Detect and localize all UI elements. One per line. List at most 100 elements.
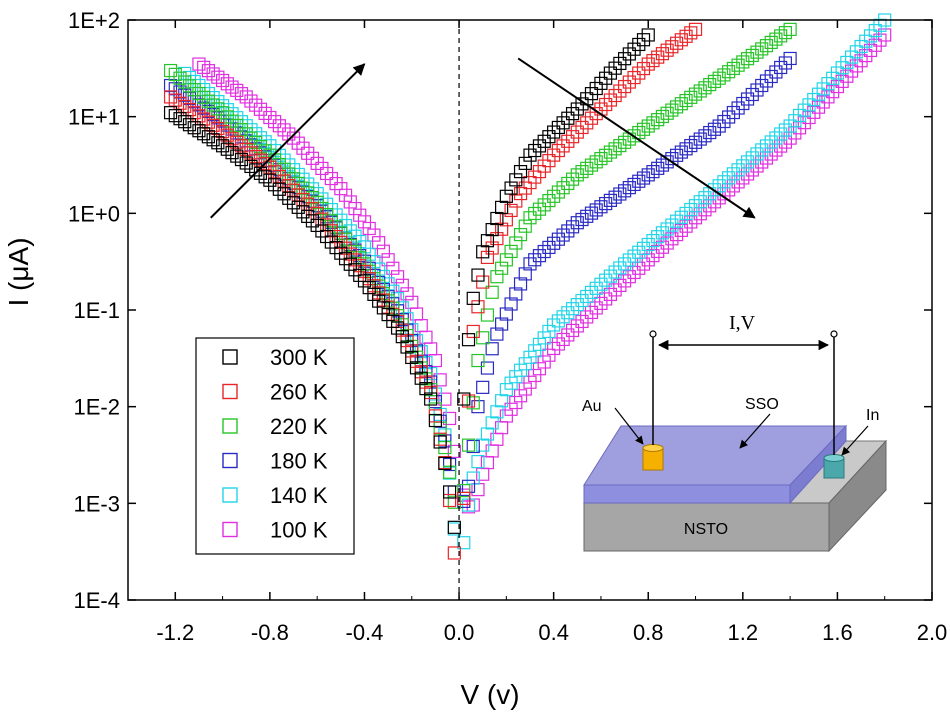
data-point bbox=[617, 257, 632, 271]
data-point bbox=[286, 196, 301, 210]
data-point bbox=[830, 66, 845, 80]
y-tick-label: 1E-3 bbox=[74, 491, 120, 516]
data-point bbox=[504, 181, 518, 195]
data-point bbox=[357, 215, 372, 229]
data-point bbox=[556, 310, 570, 324]
data-point bbox=[580, 310, 594, 324]
in-pointer bbox=[841, 425, 869, 456]
data-point bbox=[443, 465, 457, 479]
data-point bbox=[343, 224, 357, 238]
data-point bbox=[641, 57, 655, 71]
data-point bbox=[821, 77, 835, 91]
data-point bbox=[372, 236, 386, 250]
data-point bbox=[447, 546, 461, 560]
data-point bbox=[197, 90, 211, 104]
legend: 300 K 260 K 220 K 180 K 140 K 100 K bbox=[195, 337, 355, 555]
data-point bbox=[301, 146, 315, 160]
data-point bbox=[277, 187, 291, 201]
data-point bbox=[830, 79, 845, 94]
data-point bbox=[726, 179, 740, 193]
data-point bbox=[234, 87, 249, 101]
data-point bbox=[182, 79, 197, 93]
data-point bbox=[419, 330, 433, 344]
data-point bbox=[840, 55, 854, 70]
data-point bbox=[296, 181, 310, 195]
data-point bbox=[551, 185, 565, 199]
data-point bbox=[651, 244, 665, 259]
data-point bbox=[854, 39, 868, 54]
data-point bbox=[234, 123, 249, 137]
data-point bbox=[447, 495, 461, 509]
data-point bbox=[608, 61, 622, 75]
data-point bbox=[821, 90, 835, 104]
data-point bbox=[816, 95, 830, 109]
data-point bbox=[542, 348, 556, 362]
data-point bbox=[433, 414, 447, 428]
data-point bbox=[438, 434, 452, 448]
data-point bbox=[570, 319, 584, 333]
data-point bbox=[211, 111, 225, 125]
data-point bbox=[731, 163, 745, 177]
data-point bbox=[263, 139, 277, 153]
data-point bbox=[703, 199, 717, 213]
data-point bbox=[755, 78, 769, 93]
data-point bbox=[495, 200, 509, 215]
legend-marker bbox=[222, 383, 238, 400]
data-point bbox=[476, 245, 490, 259]
data-point bbox=[759, 151, 774, 165]
data-point bbox=[253, 102, 268, 116]
data-point bbox=[873, 33, 887, 47]
data-point bbox=[556, 332, 570, 347]
data-point bbox=[826, 71, 840, 85]
data-point bbox=[641, 253, 655, 267]
data-point bbox=[192, 86, 206, 101]
data-point bbox=[230, 149, 244, 163]
data-point bbox=[565, 220, 580, 234]
data-point bbox=[849, 45, 863, 59]
x-tick-label: -1.2 bbox=[156, 620, 194, 645]
data-point bbox=[282, 167, 296, 181]
data-point bbox=[665, 40, 679, 54]
data-point bbox=[589, 281, 603, 295]
data-point bbox=[197, 82, 211, 97]
data-point bbox=[405, 350, 419, 365]
data-point bbox=[476, 380, 490, 394]
data-point bbox=[277, 162, 291, 176]
data-point bbox=[263, 110, 277, 125]
data-point bbox=[849, 59, 863, 73]
data-point bbox=[608, 283, 622, 297]
data-point bbox=[679, 206, 693, 221]
data-point bbox=[698, 203, 712, 217]
au-contact-top bbox=[642, 444, 664, 452]
data-point bbox=[244, 123, 258, 137]
data-point bbox=[547, 148, 561, 162]
data-point bbox=[367, 287, 381, 301]
data-point bbox=[178, 66, 192, 81]
data-point bbox=[632, 66, 646, 80]
data-point bbox=[320, 166, 334, 181]
data-point bbox=[272, 119, 286, 133]
data-point bbox=[778, 123, 792, 137]
data-point bbox=[731, 175, 745, 189]
data-point bbox=[215, 99, 230, 113]
data-point bbox=[461, 333, 476, 347]
data-point bbox=[367, 279, 381, 293]
data-point bbox=[802, 110, 816, 125]
data-point bbox=[778, 56, 792, 70]
data-point bbox=[372, 294, 386, 308]
data-point bbox=[840, 69, 854, 83]
data-point bbox=[674, 223, 688, 237]
temperature-arrow-left bbox=[210, 63, 366, 219]
data-point bbox=[268, 115, 282, 129]
data-point bbox=[844, 50, 859, 64]
data-point bbox=[187, 74, 201, 89]
data-point bbox=[594, 277, 608, 291]
data-point bbox=[698, 191, 712, 205]
data-point bbox=[495, 222, 509, 236]
data-point bbox=[551, 120, 565, 135]
data-point bbox=[613, 56, 627, 71]
data-point bbox=[707, 122, 722, 136]
data-point bbox=[627, 42, 641, 56]
data-point bbox=[575, 120, 589, 135]
data-point bbox=[480, 427, 495, 441]
